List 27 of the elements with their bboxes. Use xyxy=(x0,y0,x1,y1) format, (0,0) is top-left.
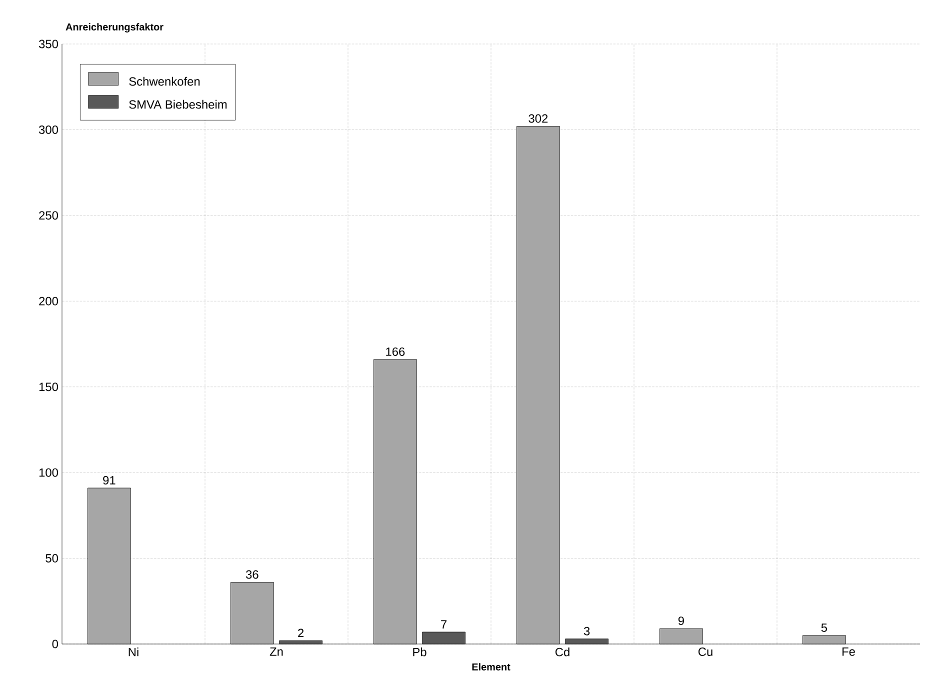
data-label: 3 xyxy=(584,626,590,636)
data-label: 7 xyxy=(441,620,447,628)
data-label: 302 xyxy=(528,114,548,123)
y-tick-label: 0 xyxy=(52,640,58,648)
data-label: 2 xyxy=(298,628,304,638)
legend-label: SMVA Biebesheim xyxy=(129,100,227,109)
y-tick-label: 100 xyxy=(39,468,58,477)
y-tick-label: 350 xyxy=(38,40,58,48)
y-tick-label: 150 xyxy=(39,382,58,392)
x-tick-label: Ni xyxy=(128,648,138,656)
x-axis-title: Element xyxy=(472,663,510,670)
y-axis-title: Anreicherungsfaktor xyxy=(66,23,164,32)
x-tick-label: Fe xyxy=(842,648,855,656)
legend-label: Schwenkofen xyxy=(129,76,200,86)
y-tick-label: 300 xyxy=(38,125,58,134)
data-label: 91 xyxy=(103,476,116,484)
x-tick-label: Zn xyxy=(270,648,283,656)
y-tick-label: 50 xyxy=(46,554,58,563)
data-label: 36 xyxy=(246,570,258,579)
y-tick-label: 250 xyxy=(39,211,58,220)
y-tick-label: 200 xyxy=(39,296,58,306)
x-tick-label: Cu xyxy=(698,648,712,656)
x-tick-label: Pb xyxy=(413,648,426,656)
data-label: 166 xyxy=(386,347,405,356)
x-tick-label: Cd xyxy=(555,648,570,656)
data-label: 5 xyxy=(821,624,828,632)
data-label: 9 xyxy=(678,616,684,626)
